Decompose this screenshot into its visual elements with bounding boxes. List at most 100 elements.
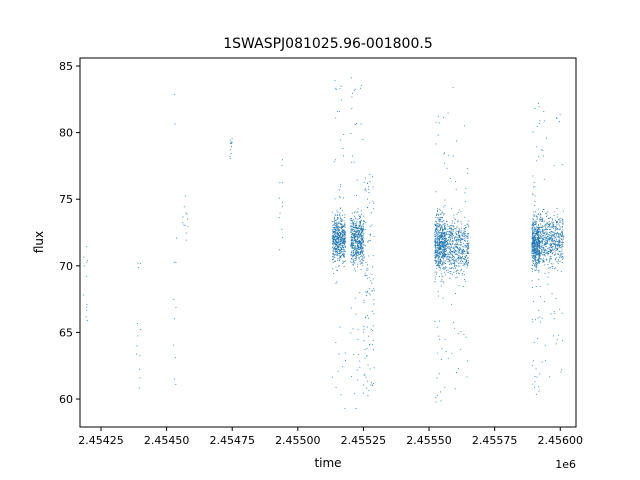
data-point xyxy=(332,268,334,270)
data-point xyxy=(550,256,552,258)
data-point xyxy=(546,236,548,238)
data-point xyxy=(453,259,454,261)
data-point xyxy=(533,227,535,229)
data-point xyxy=(439,256,441,258)
data-point xyxy=(335,223,337,224)
data-point xyxy=(557,218,559,220)
data-point xyxy=(442,241,444,243)
data-point xyxy=(435,248,437,250)
data-point xyxy=(343,261,345,263)
data-point xyxy=(341,226,343,227)
data-point xyxy=(335,244,337,246)
data-point xyxy=(464,256,466,258)
data-point xyxy=(335,250,336,252)
data-point xyxy=(535,255,537,257)
data-point xyxy=(541,225,543,227)
data-point xyxy=(369,181,371,182)
data-point xyxy=(556,249,558,251)
data-point xyxy=(436,265,438,267)
data-point xyxy=(362,260,364,262)
data-point xyxy=(352,262,354,264)
data-point xyxy=(445,246,447,248)
data-point xyxy=(541,149,543,151)
data-point xyxy=(362,231,364,233)
data-point xyxy=(230,141,232,143)
data-point xyxy=(534,221,536,223)
data-point xyxy=(434,254,436,256)
data-point xyxy=(337,235,339,236)
data-point xyxy=(359,232,361,234)
data-point xyxy=(444,255,446,257)
data-point xyxy=(360,238,362,240)
data-point xyxy=(372,255,374,257)
data-point xyxy=(536,266,538,268)
data-point xyxy=(533,243,535,244)
data-point xyxy=(453,229,454,230)
data-point xyxy=(553,235,554,237)
data-point xyxy=(437,245,438,247)
data-point xyxy=(440,227,442,229)
data-point xyxy=(447,225,449,227)
data-point xyxy=(556,221,557,223)
data-point xyxy=(442,254,444,256)
data-point xyxy=(337,218,339,220)
data-point xyxy=(552,222,554,224)
data-point xyxy=(532,193,534,195)
data-point xyxy=(440,273,442,275)
data-point xyxy=(335,117,337,119)
data-point xyxy=(463,263,465,265)
data-point xyxy=(353,161,355,163)
data-point xyxy=(341,230,343,232)
data-point xyxy=(444,224,446,226)
data-point xyxy=(442,249,444,251)
data-point xyxy=(357,234,359,236)
data-point xyxy=(556,244,558,246)
data-point xyxy=(339,235,340,237)
data-point xyxy=(440,400,442,402)
data-point xyxy=(532,232,534,233)
data-point xyxy=(435,221,437,222)
data-point xyxy=(462,246,464,247)
data-point xyxy=(444,234,446,236)
data-point xyxy=(451,303,452,305)
data-point xyxy=(440,245,442,247)
data-point xyxy=(436,230,438,232)
data-point xyxy=(555,245,556,247)
data-point xyxy=(444,225,446,227)
data-point xyxy=(542,248,544,250)
data-point xyxy=(533,186,534,188)
data-point xyxy=(444,338,446,340)
data-point xyxy=(440,241,442,243)
data-point xyxy=(342,366,344,368)
data-point xyxy=(436,223,438,225)
data-point xyxy=(341,253,343,255)
data-point xyxy=(454,238,456,240)
data-point xyxy=(468,253,470,254)
data-point xyxy=(332,232,334,234)
data-point xyxy=(338,222,340,224)
data-point xyxy=(559,235,561,237)
data-point xyxy=(542,226,544,228)
data-point xyxy=(455,188,457,190)
data-point xyxy=(534,248,536,250)
data-point xyxy=(537,225,539,227)
data-point xyxy=(343,243,345,245)
data-point xyxy=(450,231,452,233)
data-point xyxy=(332,237,334,239)
data-point xyxy=(532,301,534,302)
data-point xyxy=(534,200,536,202)
data-point xyxy=(455,181,457,183)
data-point xyxy=(332,252,334,254)
data-point xyxy=(344,226,346,228)
data-point xyxy=(435,250,437,252)
data-point xyxy=(435,143,437,145)
data-point xyxy=(443,229,444,231)
x-tick-label: 2.45525 xyxy=(341,434,387,447)
data-point xyxy=(335,249,337,251)
data-point xyxy=(344,245,346,247)
data-point xyxy=(540,243,542,245)
data-point xyxy=(368,188,370,190)
data-point xyxy=(542,261,544,263)
data-point xyxy=(557,243,559,245)
data-point xyxy=(438,243,440,244)
